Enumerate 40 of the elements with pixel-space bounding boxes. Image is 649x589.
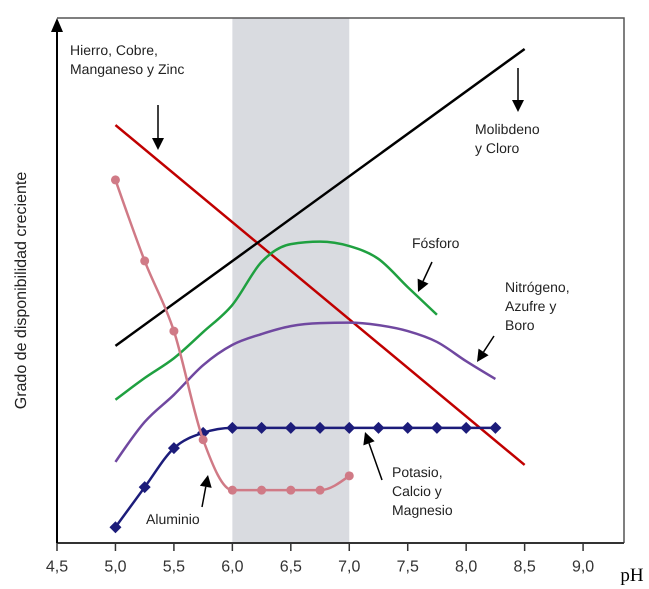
point: [168, 442, 180, 454]
point: [109, 521, 122, 534]
point: [256, 422, 268, 434]
x-axis-title: pH: [620, 565, 644, 586]
annotation: Potasio, Calcio y Magnesio: [392, 464, 453, 518]
x-tick-label: 7,0: [338, 558, 360, 576]
point: [430, 422, 443, 434]
x-tick-label: 9,0: [572, 558, 594, 576]
annotation: Nitrógeno, Azufre y Boro: [505, 279, 570, 333]
annotation: Fósforo: [412, 235, 460, 251]
x-tick-label: 8,5: [514, 558, 536, 576]
x-tick-label: 5,0: [104, 558, 127, 576]
x-tick-label: 8,0: [455, 558, 478, 576]
x-tick-label: 6,0: [221, 558, 244, 576]
point: [169, 326, 178, 336]
point: [140, 256, 150, 266]
point: [343, 422, 356, 434]
y-axis-title: Grado de disponibilidad creciente: [13, 172, 30, 410]
x-tick-label: 7,5: [396, 558, 419, 576]
x-tick-label: 4,5: [46, 558, 68, 576]
annotation: Aluminio: [146, 511, 200, 527]
annotation: Hierro, Cobre, Manganeso y Zinc: [70, 42, 184, 77]
point: [138, 481, 151, 494]
point: [228, 486, 237, 495]
x-tick-label: 5,5: [162, 558, 186, 576]
annotation: Molibdeno y Cloro: [475, 121, 540, 156]
point: [284, 422, 297, 434]
point: [460, 422, 472, 434]
point: [286, 486, 296, 495]
point: [257, 486, 266, 495]
x-tick-label: 6,5: [280, 558, 302, 576]
point: [110, 175, 120, 184]
point: [489, 422, 502, 434]
point: [198, 435, 208, 444]
point: [344, 471, 354, 480]
point: [372, 422, 384, 434]
point: [402, 422, 414, 434]
point: [226, 422, 238, 434]
point: [316, 486, 325, 495]
point: [314, 422, 326, 434]
